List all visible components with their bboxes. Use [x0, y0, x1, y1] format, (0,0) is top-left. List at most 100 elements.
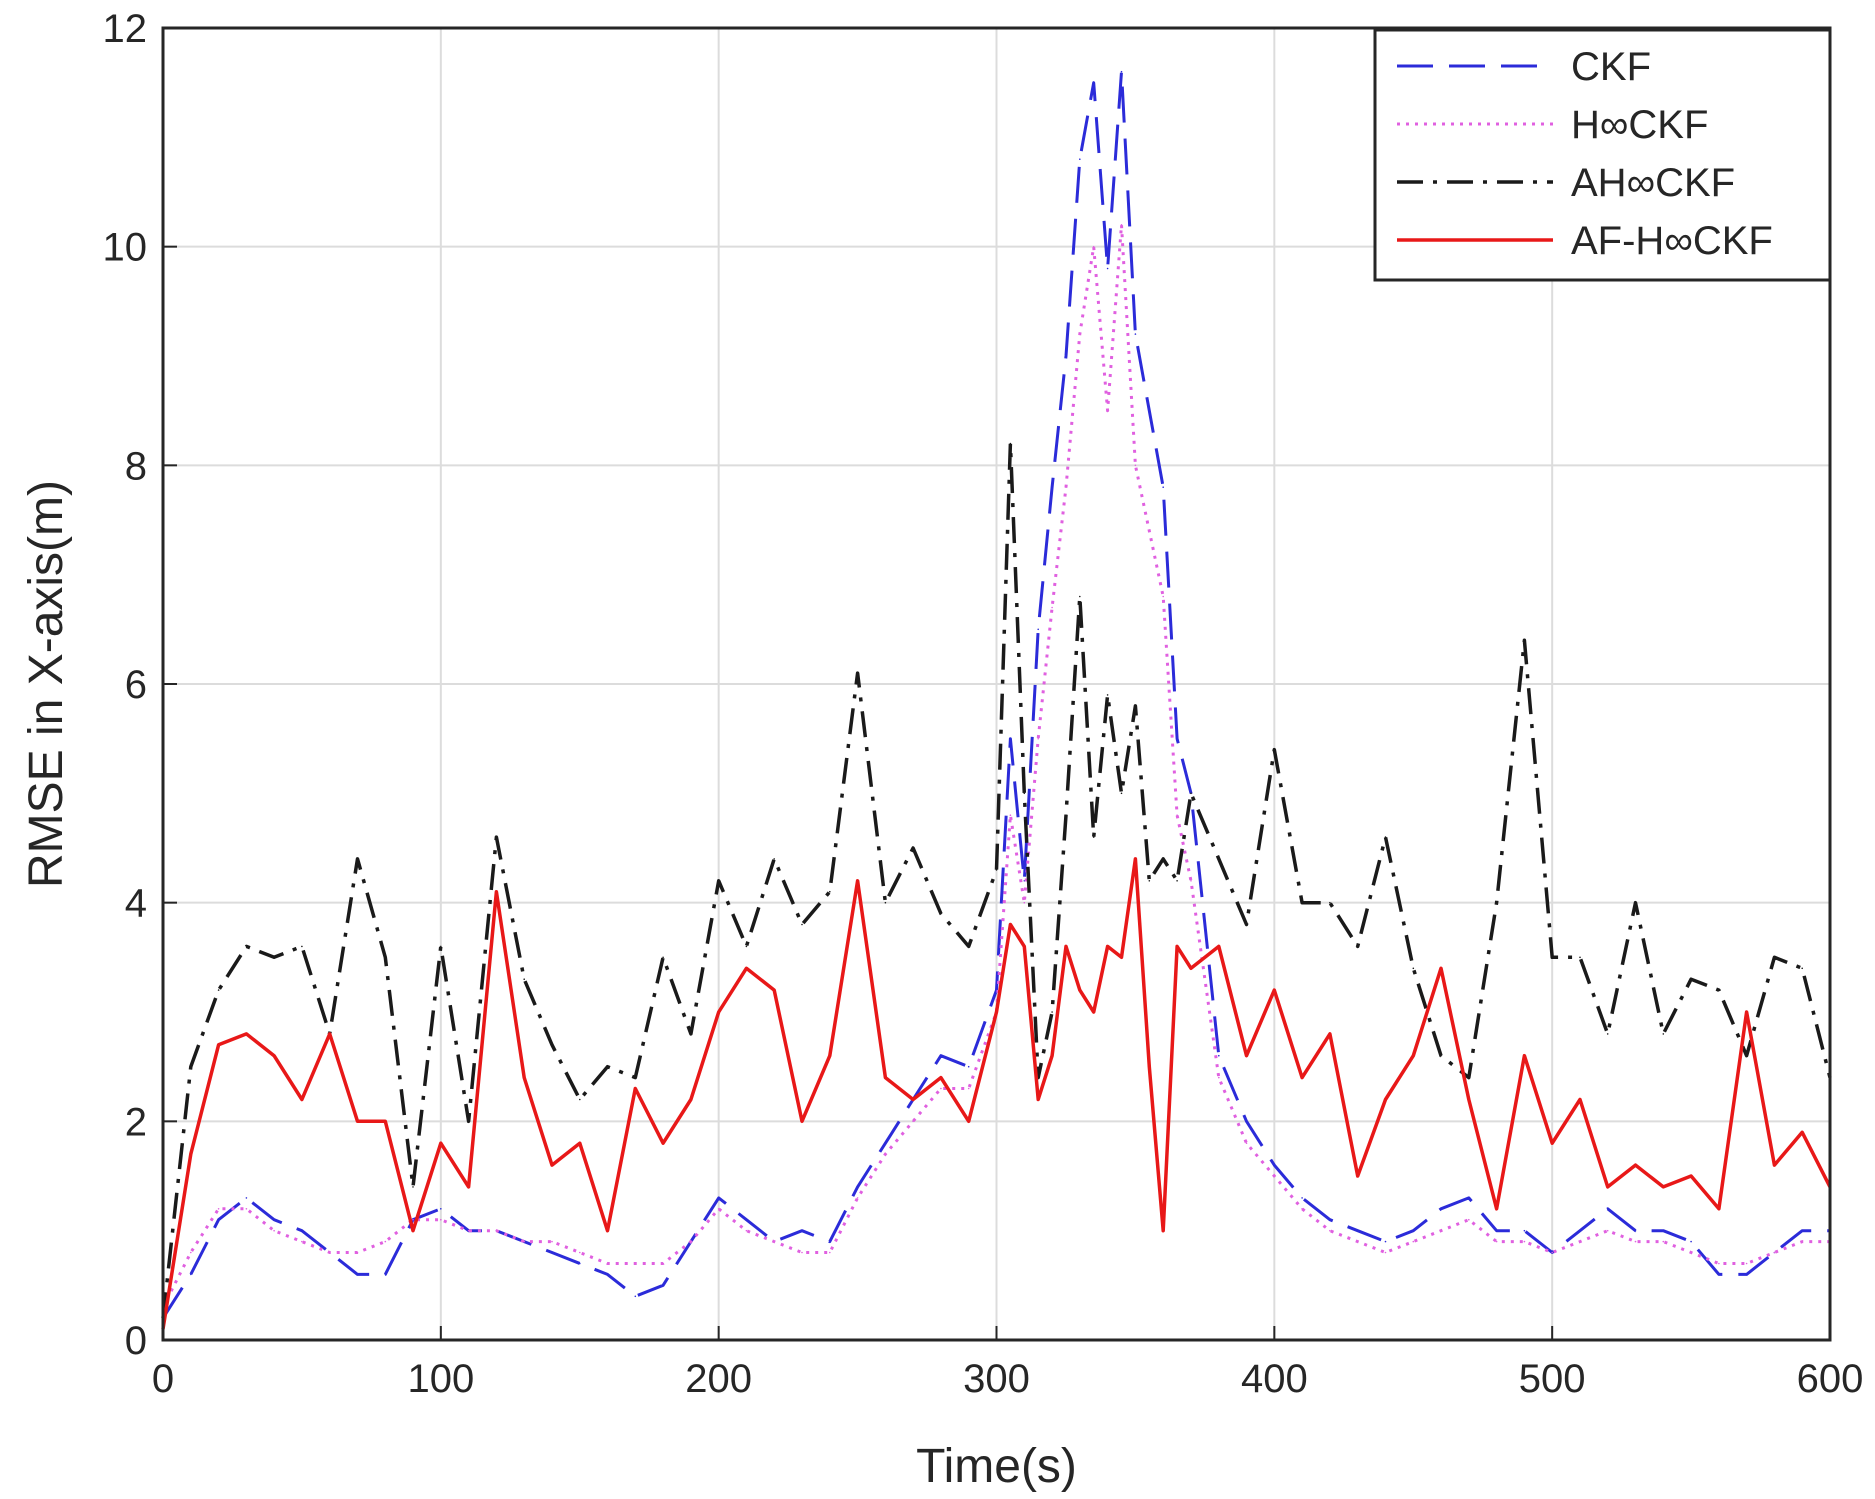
data-point — [1148, 409, 1151, 412]
data-point — [273, 1218, 275, 1221]
data-point — [495, 1229, 498, 1232]
data-point — [856, 1186, 859, 1188]
data-point — [1745, 1011, 1748, 1013]
data-point — [1190, 880, 1192, 882]
data-point — [884, 901, 887, 904]
data-point — [1301, 901, 1303, 904]
data-point — [190, 1153, 192, 1155]
data-point — [1120, 792, 1123, 795]
data-point — [440, 1142, 442, 1144]
data-point — [1148, 1065, 1151, 1068]
data-point — [634, 1076, 637, 1079]
data-point — [551, 1251, 553, 1254]
data-point — [1092, 1011, 1095, 1013]
data-point — [440, 1208, 442, 1210]
data-point — [1468, 1218, 1470, 1221]
data-point — [1079, 989, 1081, 991]
data-point — [384, 1240, 387, 1243]
data-point — [1662, 1240, 1665, 1243]
data-point — [1634, 1164, 1637, 1166]
data-point — [190, 1273, 192, 1276]
data-point — [1162, 595, 1164, 598]
data-point — [940, 1076, 942, 1079]
data-point — [1245, 1054, 1248, 1057]
data-point — [384, 1273, 387, 1276]
data-point — [412, 1229, 414, 1232]
data-point — [1690, 1251, 1692, 1254]
data-point — [190, 1065, 192, 1068]
data-point — [940, 912, 942, 915]
data-point — [412, 1218, 414, 1221]
data-point — [1662, 1186, 1665, 1188]
data-point — [1106, 409, 1109, 412]
data-point — [1801, 1131, 1803, 1134]
series-line-2 — [161, 441, 1832, 1319]
data-point — [1690, 1240, 1692, 1243]
data-point — [829, 1054, 831, 1057]
data-point — [1356, 945, 1359, 948]
data-point — [1551, 1251, 1553, 1254]
y-tick-label: 8 — [125, 444, 147, 488]
data-point — [1301, 1208, 1303, 1210]
legend-label: AF-H∞CKF — [1571, 219, 1773, 263]
data-point — [1120, 224, 1123, 226]
data-point — [1245, 1142, 1248, 1144]
data-point — [440, 1218, 442, 1221]
data-point — [1245, 1120, 1248, 1123]
y-tick-label: 12 — [103, 7, 148, 51]
legend: CKF H∞CKF AH∞CKF AF-H∞CKF — [1373, 28, 1832, 282]
data-point — [1412, 967, 1415, 970]
data-point — [1176, 880, 1178, 882]
data-point — [1745, 1273, 1748, 1276]
data-point — [1009, 442, 1012, 445]
data-point — [1495, 901, 1498, 904]
data-point — [1218, 1076, 1220, 1079]
data-point — [356, 1273, 359, 1276]
data-point — [1065, 945, 1067, 948]
data-point — [1579, 956, 1581, 959]
data-point — [1606, 1208, 1609, 1210]
data-point — [884, 1153, 887, 1155]
data-point — [1579, 1098, 1581, 1101]
data-point — [1773, 956, 1776, 959]
data-point — [1523, 639, 1526, 642]
data-point — [1037, 628, 1039, 631]
data-point — [1148, 880, 1151, 882]
series-line-0 — [161, 70, 1830, 1319]
data-point — [1384, 836, 1387, 838]
data-point — [467, 1120, 470, 1123]
data-point — [1468, 1098, 1470, 1101]
data-point — [273, 1054, 275, 1057]
data-point — [1134, 464, 1137, 467]
data-point — [1079, 333, 1081, 335]
data-point — [217, 1044, 220, 1046]
data-point — [773, 858, 775, 860]
data-point — [801, 1120, 803, 1123]
data-point — [1356, 1240, 1359, 1243]
data-point — [801, 923, 803, 926]
data-point — [1009, 923, 1012, 926]
data-point — [1009, 737, 1012, 740]
data-point — [1579, 1229, 1581, 1232]
data-point — [551, 1044, 553, 1046]
data-point — [1440, 1054, 1442, 1057]
data-point — [634, 1295, 637, 1298]
data-point — [1634, 901, 1637, 904]
data-point — [1120, 956, 1123, 959]
axis-ticks: 0 100 200 300 400 500 600 0 2 4 6 8 10 12 — [103, 7, 1864, 1401]
data-point — [1579, 1240, 1581, 1243]
data-point — [1190, 967, 1192, 970]
data-point — [301, 1229, 303, 1232]
data-point — [412, 1186, 414, 1188]
data-point — [967, 1065, 970, 1068]
data-point — [1079, 158, 1081, 160]
data-point — [690, 1098, 692, 1101]
data-point — [467, 1229, 470, 1232]
data-point — [217, 1218, 220, 1221]
y-tick-label: 10 — [103, 226, 148, 270]
y-axis-title: RMSE in X-axis(m) — [20, 480, 73, 888]
data-point — [1092, 81, 1095, 84]
data-point — [523, 1240, 525, 1243]
data-point — [1384, 1240, 1387, 1243]
